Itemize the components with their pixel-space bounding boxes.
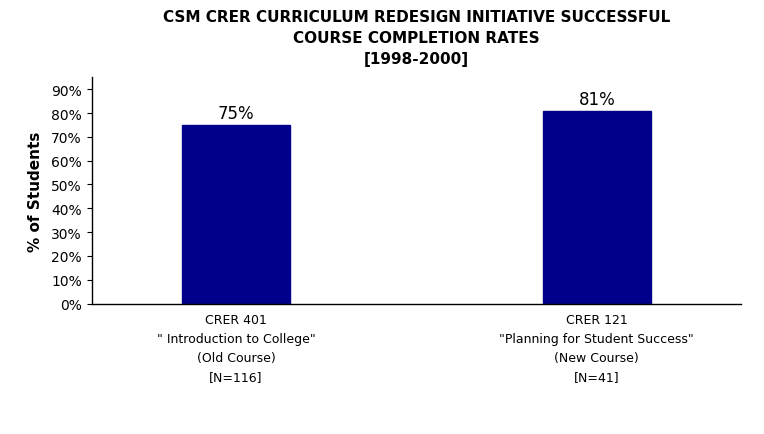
- Y-axis label: % of Students: % of Students: [28, 131, 43, 251]
- Text: 81%: 81%: [578, 91, 615, 108]
- Bar: [182, 125, 290, 304]
- Title: CSM CRER CURRICULUM REDESIGN INITIATIVE SUCCESSFUL
COURSE COMPLETION RATES
[1998: CSM CRER CURRICULUM REDESIGN INITIATIVE …: [163, 10, 670, 67]
- Bar: [542, 112, 651, 304]
- Text: 75%: 75%: [218, 105, 254, 123]
